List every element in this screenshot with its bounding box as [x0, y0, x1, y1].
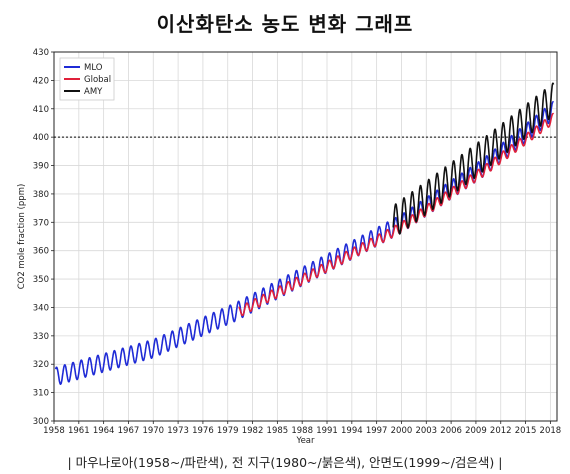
x-tick-label: 1967 [118, 426, 140, 436]
x-tick-label: 2012 [490, 426, 512, 436]
y-tick-label: 350 [33, 275, 49, 285]
x-tick-label: 1961 [68, 426, 90, 436]
x-tick-label: 1985 [267, 426, 289, 436]
y-tick-label: 340 [33, 303, 49, 313]
series-line-global [238, 112, 555, 317]
x-tick-label: 1964 [93, 426, 115, 436]
legend-label: AMY [84, 87, 103, 97]
x-tick-label: 1982 [242, 426, 264, 436]
y-tick-label: 380 [33, 190, 49, 200]
x-tick-label: 2000 [391, 426, 413, 436]
grid [53, 51, 557, 422]
x-tick-label: 1970 [142, 426, 164, 436]
x-tick-label: 2006 [440, 426, 462, 436]
legend: MLO Global AMY [59, 57, 115, 101]
y-tick-label: 390 [33, 162, 49, 172]
x-tick-label: 2003 [415, 426, 437, 436]
y-tick-label: 370 [33, 218, 49, 228]
chart-title: 이산화탄소 농도 변화 그래프 [156, 12, 414, 36]
y-tick-label: 360 [33, 247, 49, 257]
y-tick-label: 400 [33, 133, 49, 143]
x-tick-label: 1973 [167, 426, 189, 436]
series-line-amy [392, 82, 555, 235]
x-tick-label: 1997 [366, 426, 388, 436]
x-tick-label: 2018 [540, 426, 562, 436]
series-layer [54, 82, 555, 385]
x-axis-label: Year [296, 436, 316, 446]
x-tick-label: 2009 [465, 426, 487, 436]
y-tick-label: 430 [33, 48, 49, 58]
x-tick-label: 2015 [515, 426, 537, 436]
figure-caption: | 마우나로아(1958~/파란색), 전 지구(1980~/붉은색), 안면도… [67, 455, 503, 470]
y-tick-label: 320 [33, 360, 49, 370]
co2-line-chart: 1958 1961 1964 1967 1970 1973 1976 1979 1982 1985… [17, 48, 561, 446]
y-tick-label: 410 [33, 105, 49, 115]
x-tick-label: 1976 [192, 426, 214, 436]
x-tick-label: 1994 [341, 426, 363, 436]
x-tick-label: 1979 [217, 426, 239, 436]
x-tick-label: 1988 [291, 426, 313, 436]
x-tick-label: 1991 [316, 426, 338, 436]
y-tick-label: 420 [33, 76, 49, 86]
series-line-mlo [54, 101, 555, 385]
legend-label: Global [84, 75, 111, 85]
y-tick-label: 310 [33, 389, 49, 399]
y-tick-label: 330 [33, 332, 49, 342]
y-axis-label: CO2 mole fraction (ppm) [17, 184, 27, 290]
tick-labels: 1958 1961 1964 1967 1970 1973 1976 1979 1982 1985… [33, 48, 561, 436]
plot-frame [53, 51, 558, 422]
y-tick-label: 300 [33, 417, 49, 427]
legend-label: MLO [84, 63, 103, 73]
x-tick-label: 1958 [43, 426, 65, 436]
